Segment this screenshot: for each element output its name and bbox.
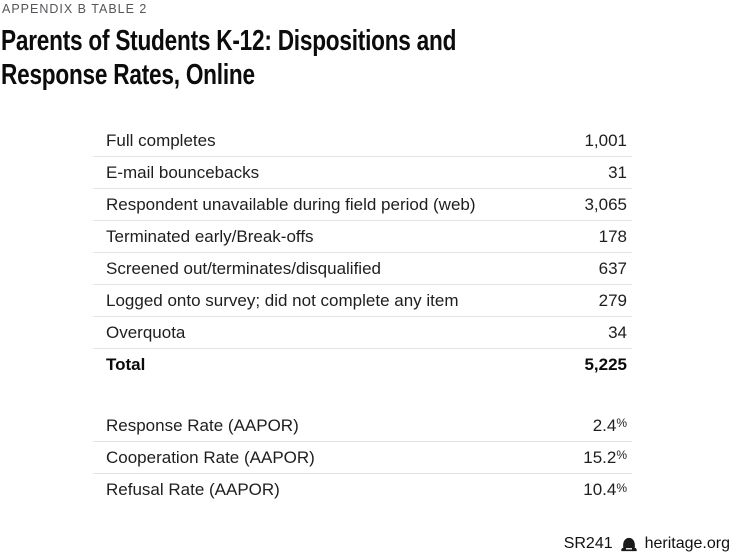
table-row: Respondent unavailable during field peri… bbox=[93, 189, 632, 221]
row-label: Screened out/terminates/disqualified bbox=[106, 258, 381, 278]
row-label: Logged onto survey; did not complete any… bbox=[106, 290, 459, 310]
row-label: Overquota bbox=[106, 322, 186, 342]
rate-row: Cooperation Rate (AAPOR) 15.2% bbox=[93, 442, 632, 474]
total-value: 5,225 bbox=[584, 355, 627, 374]
total-label: Total bbox=[106, 355, 146, 374]
table-row: Screened out/terminates/disqualified 637 bbox=[93, 253, 632, 285]
page-footer: SR241 heritage.org bbox=[564, 535, 730, 553]
table-title-line1: Parents of Students K-12: Dispositions a… bbox=[1, 25, 457, 57]
row-value: 31 bbox=[608, 162, 627, 182]
row-value: 637 bbox=[598, 258, 627, 278]
rates-table: Response Rate (AAPOR) 2.4% Cooperation R… bbox=[93, 410, 632, 506]
row-label: Respondent unavailable during field peri… bbox=[106, 194, 476, 214]
rate-row: Response Rate (AAPOR) 2.4% bbox=[93, 410, 632, 442]
liberty-bell-icon bbox=[620, 537, 638, 552]
report-id: SR241 bbox=[563, 535, 613, 552]
row-value: 178 bbox=[598, 226, 627, 246]
table-row: Terminated early/Break-offs 178 bbox=[93, 221, 632, 253]
percent-sign: % bbox=[616, 480, 627, 495]
rate-value: 10.4% bbox=[583, 480, 627, 499]
row-value: 279 bbox=[598, 290, 627, 310]
rate-value: 15.2% bbox=[583, 447, 627, 467]
row-label: Terminated early/Break-offs bbox=[106, 226, 314, 246]
table-title-line2: Response Rates, Online bbox=[1, 59, 255, 91]
site-domain: heritage.org bbox=[644, 535, 730, 552]
row-label: E-mail bouncebacks bbox=[106, 162, 260, 182]
rate-label: Refusal Rate (AAPOR) bbox=[106, 480, 280, 499]
row-label: Full completes bbox=[106, 130, 216, 150]
row-value: 1,001 bbox=[584, 130, 627, 150]
row-value: 34 bbox=[608, 322, 627, 342]
rate-label: Cooperation Rate (AAPOR) bbox=[106, 447, 315, 467]
table-total-row: Total 5,225 bbox=[93, 349, 632, 381]
rate-label: Response Rate (AAPOR) bbox=[106, 415, 299, 435]
table-row: Logged onto survey; did not complete any… bbox=[93, 285, 632, 317]
table-row: Overquota 34 bbox=[93, 317, 632, 349]
table-title: Parents of Students K-12: Dispositions a… bbox=[1, 24, 456, 92]
table-eyebrow: APPENDIX B TABLE 2 bbox=[2, 2, 148, 16]
rate-value: 2.4% bbox=[592, 415, 627, 435]
dispositions-table: Full completes 1,001 E-mail bouncebacks … bbox=[93, 125, 632, 381]
percent-sign: % bbox=[616, 416, 627, 430]
rate-row: Refusal Rate (AAPOR) 10.4% bbox=[93, 474, 632, 506]
percent-sign: % bbox=[616, 448, 627, 462]
table-row: E-mail bouncebacks 31 bbox=[93, 157, 632, 189]
table-row: Full completes 1,001 bbox=[93, 125, 632, 157]
row-value: 3,065 bbox=[584, 194, 627, 214]
